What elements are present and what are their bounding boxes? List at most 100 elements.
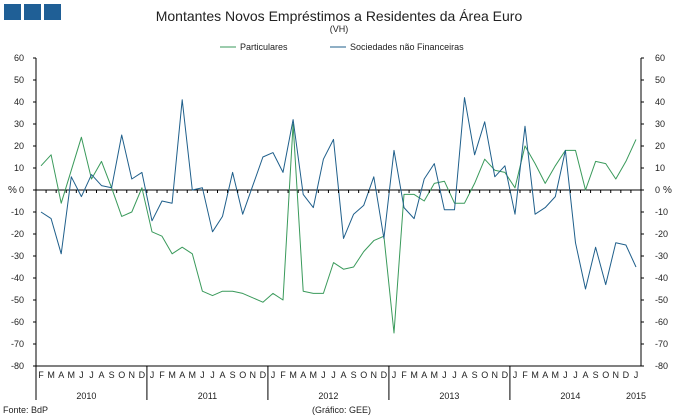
axes (35, 58, 642, 367)
y-tick-label-right: -80 (655, 361, 668, 371)
y-tick-label-right: -70 (655, 339, 668, 349)
y-tick-label-left: 60 (14, 53, 24, 63)
series-line-particulares (40, 123, 637, 334)
month-label: M (310, 370, 318, 380)
month-label: D (381, 370, 388, 380)
month-label: A (99, 370, 105, 380)
y-tick-label-left: 40 (14, 97, 24, 107)
month-label: N (129, 370, 136, 380)
y-axis-right-label: % (663, 185, 672, 196)
month-label: A (179, 370, 185, 380)
month-label: D (260, 370, 267, 380)
legend-label-sociedades: Sociedades não Financeiras (350, 42, 464, 52)
month-label: M (552, 370, 560, 380)
legend: Particulares Sociedades não Financeiras (220, 42, 464, 52)
month-label: S (593, 370, 599, 380)
y-tick-label-right: -60 (655, 317, 668, 327)
y-tick-label-right: -10 (655, 207, 668, 217)
chart-title: Montantes Novos Empréstimos a Residentes… (156, 8, 523, 24)
month-label: O (602, 370, 609, 380)
y-axis-left-label: % (8, 185, 17, 196)
month-label: A (300, 370, 306, 380)
y-tick-label-left: -30 (11, 251, 24, 261)
legend-label-particulares: Particulares (240, 42, 288, 52)
month-label: M (289, 370, 297, 380)
y-tick-label-left: 30 (14, 119, 24, 129)
month-label: S (472, 370, 478, 380)
year-label: 2015 (626, 391, 646, 401)
year-label: 2010 (76, 391, 96, 401)
month-label: M (168, 370, 176, 380)
month-label: S (230, 370, 236, 380)
month-label: D (502, 370, 509, 380)
y-tick-label-right: 30 (655, 119, 665, 129)
y-tick-label-left: -70 (11, 339, 24, 349)
y-tick-label-right: 50 (655, 75, 665, 85)
month-label: M (189, 370, 197, 380)
y-tick-label-right: 60 (655, 53, 665, 63)
chart-subtitle: (VH) (330, 24, 349, 34)
year-label: 2013 (439, 391, 459, 401)
month-label: J (150, 370, 155, 380)
month-label: A (220, 370, 226, 380)
month-label: M (410, 370, 418, 380)
month-label: J (210, 370, 215, 380)
y-tick-label-left: -60 (11, 317, 24, 327)
logo-block-2 (24, 4, 41, 20)
month-label: S (351, 370, 357, 380)
month-label: F (159, 370, 165, 380)
y-tick-label-left: 50 (14, 75, 24, 85)
y-tick-label-right: -50 (655, 295, 668, 305)
month-label: A (421, 370, 427, 380)
month-label: A (341, 370, 347, 380)
axis-ticks: -80 -80 -70 -70 -60 -60 -50 -50 -40 -40 -30 -30 -20 -… (11, 53, 668, 401)
series-line-sociedades (40, 97, 637, 290)
y-tick-label-left: 10 (14, 163, 24, 173)
month-label: J (392, 370, 397, 380)
year-label: 2011 (198, 391, 217, 401)
month-label: D (139, 370, 146, 380)
y-tick-label-right: 10 (655, 163, 665, 173)
month-label: J (271, 370, 276, 380)
month-label: M (431, 370, 439, 380)
y-tick-label-left: -50 (11, 295, 24, 305)
month-label: A (542, 370, 548, 380)
y-tick-label-left: 20 (14, 141, 24, 151)
month-label: N (250, 370, 257, 380)
month-label: M (47, 370, 55, 380)
y-tick-label-right: 20 (655, 141, 665, 151)
credit-note: (Gráfico: GEE) (312, 405, 371, 415)
y-tick-label-left: -20 (11, 229, 24, 239)
month-label: J (89, 370, 94, 380)
month-label: A (58, 370, 64, 380)
y-tick-label-left: 0 (19, 185, 24, 195)
month-label: J (331, 370, 336, 380)
month-label: A (462, 370, 468, 380)
source-note: Fonte: BdP (3, 405, 48, 415)
month-label: M (531, 370, 539, 380)
y-tick-label-left: -40 (11, 273, 24, 283)
month-label: J (573, 370, 578, 380)
month-label: S (109, 370, 115, 380)
month-label: M (68, 370, 76, 380)
month-label: J (513, 370, 518, 380)
month-label: F (522, 370, 528, 380)
month-label: N (492, 370, 499, 380)
month-label: N (371, 370, 378, 380)
y-tick-label-right: 40 (655, 97, 665, 107)
month-label: J (321, 370, 326, 380)
month-label: F (401, 370, 407, 380)
month-label: O (239, 370, 246, 380)
y-tick-label-right: 0 (655, 185, 660, 195)
month-label: J (634, 370, 639, 380)
month-label: N (613, 370, 620, 380)
month-label: F (280, 370, 286, 380)
month-label: A (583, 370, 589, 380)
month-label: D (623, 370, 630, 380)
month-label: J (79, 370, 84, 380)
month-label: F (38, 370, 44, 380)
month-label: J (452, 370, 457, 380)
series-lines (40, 97, 637, 334)
month-label: J (442, 370, 447, 380)
